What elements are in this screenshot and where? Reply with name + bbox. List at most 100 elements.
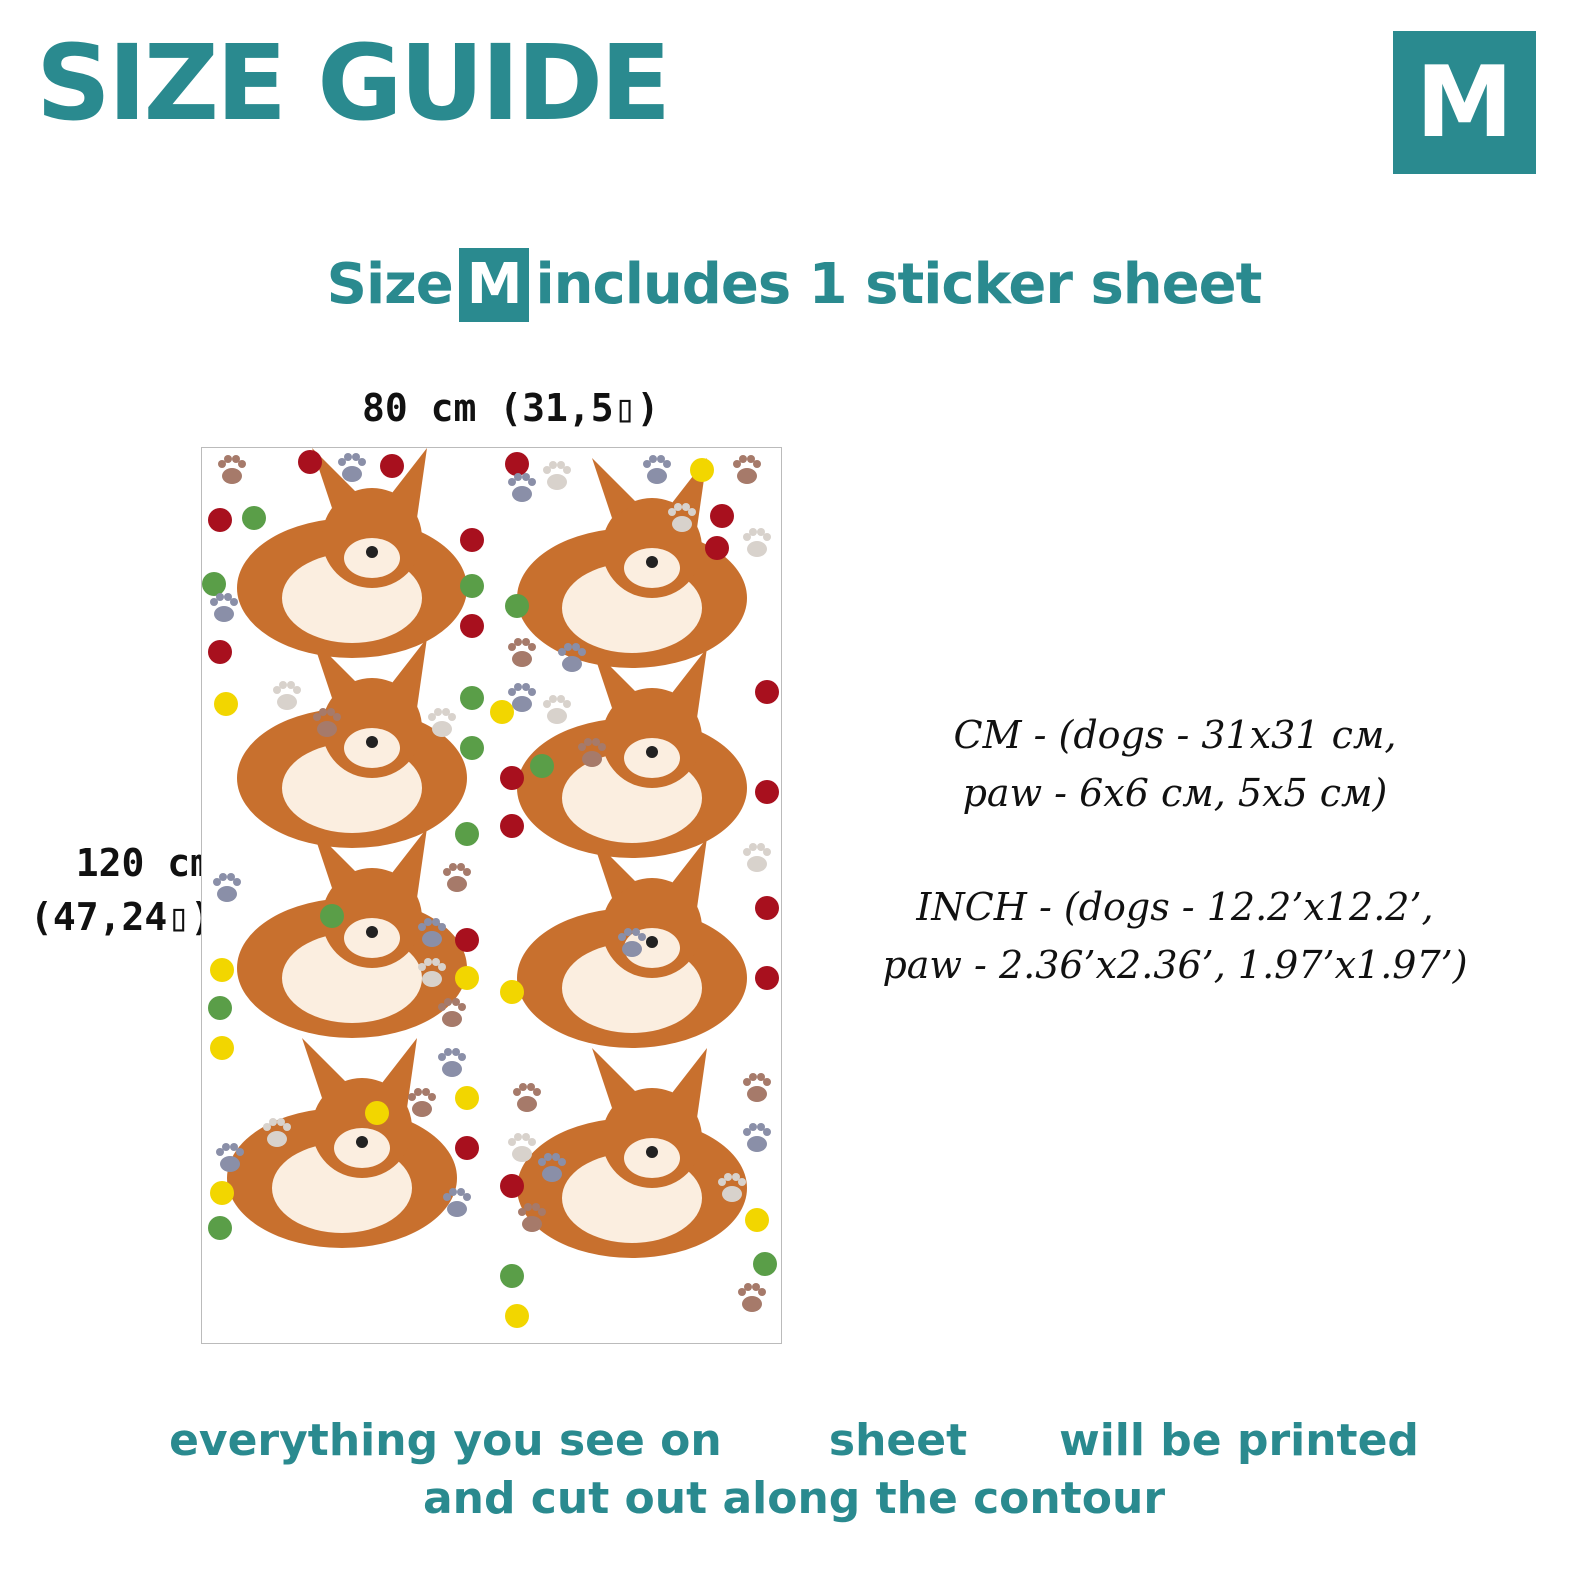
paw-sticker-toe (279, 681, 287, 689)
paw-sticker-toe (293, 686, 301, 694)
paw-sticker-toe (763, 848, 771, 856)
dot-sticker (500, 814, 524, 838)
dot-sticker (455, 822, 479, 846)
sheet-height-inch: (47,24▯) (30, 895, 214, 939)
paw-sticker-toe (422, 1088, 430, 1096)
dot-sticker (208, 640, 232, 664)
dog-sticker-nose (366, 736, 378, 748)
paw-sticker-toe (739, 455, 747, 463)
paw-sticker-toe (657, 455, 665, 463)
dog-sticker-ear (672, 1048, 707, 1118)
paw-sticker-toe (233, 878, 241, 886)
paw-sticker-toe (557, 695, 565, 703)
paw-sticker-pad (432, 721, 452, 737)
paw-sticker-toe (522, 1133, 530, 1141)
paw-sticker-toe (757, 1073, 765, 1081)
specs-inch-line2: paw - 2.36’x2.36’, 1.97’x1.97’) (882, 943, 1468, 987)
dot-sticker (242, 506, 266, 530)
paw-sticker-toe (753, 460, 761, 468)
paw-sticker-toe (522, 473, 530, 481)
paw-sticker-toe (313, 713, 321, 721)
paw-sticker-pad (672, 516, 692, 532)
paw-sticker-toe (432, 958, 440, 966)
paw-sticker-pad (747, 1086, 767, 1102)
dot-sticker (745, 1208, 769, 1232)
paw-sticker-toe (344, 453, 352, 461)
paw-sticker-toe (508, 643, 516, 651)
paw-sticker-toe (543, 466, 551, 474)
paw-sticker-toe (538, 1158, 546, 1166)
paw-sticker-toe (519, 1083, 527, 1091)
paw-sticker-toe (448, 713, 456, 721)
dot-sticker (460, 736, 484, 760)
dot-sticker (753, 1252, 777, 1276)
paw-sticker-toe (532, 1203, 540, 1211)
paw-sticker-toe (514, 1133, 522, 1141)
dot-sticker (460, 686, 484, 710)
paw-sticker-toe (408, 1093, 416, 1101)
dot-sticker (460, 574, 484, 598)
sticker-specs: CM - (dogs - 31x31 см, paw - 6x6 см, 5x5… (850, 706, 1500, 994)
dot-sticker (490, 700, 514, 724)
paw-sticker-toe (277, 1118, 285, 1126)
paw-sticker-toe (458, 1003, 466, 1011)
paw-sticker-toe (528, 643, 536, 651)
dog-sticker-nose (646, 1146, 658, 1158)
paw-sticker-toe (358, 458, 366, 466)
dot-sticker (755, 966, 779, 990)
paw-sticker-toe (434, 708, 442, 716)
paw-sticker-toe (224, 455, 232, 463)
paw-sticker-pad (547, 474, 567, 490)
dog-sticker-nose (356, 1136, 368, 1148)
paw-sticker-toe (632, 928, 640, 936)
paw-sticker-toe (418, 963, 426, 971)
paw-sticker-toe (738, 1178, 746, 1186)
paw-sticker-toe (688, 508, 696, 516)
paw-sticker-toe (724, 1173, 732, 1181)
paw-sticker-toe (213, 878, 221, 886)
dot-sticker (365, 1101, 389, 1125)
paw-sticker-pad (217, 886, 237, 902)
paw-sticker-toe (732, 1173, 740, 1181)
dot-sticker (710, 504, 734, 528)
dot-sticker (208, 996, 232, 1020)
dot-sticker (755, 680, 779, 704)
dot-sticker (755, 780, 779, 804)
paw-sticker-toe (438, 963, 446, 971)
paw-sticker-toe (544, 1153, 552, 1161)
paw-sticker-toe (438, 923, 446, 931)
paw-sticker-toe (578, 648, 586, 656)
paw-sticker-toe (563, 700, 571, 708)
dot-sticker (505, 1304, 529, 1328)
dot-sticker (210, 958, 234, 982)
paw-sticker-toe (428, 1093, 436, 1101)
paw-sticker-toe (222, 1143, 230, 1151)
dot-sticker (380, 454, 404, 478)
sticker-sheet-image (202, 448, 779, 1328)
paw-sticker-toe (524, 1203, 532, 1211)
paw-sticker-toe (598, 743, 606, 751)
footer-note: everything you see on sheet will be prin… (0, 1412, 1588, 1528)
paw-sticker-pad (412, 1101, 432, 1117)
paw-sticker-toe (210, 598, 218, 606)
paw-sticker-toe (668, 508, 676, 516)
paw-sticker-toe (283, 1123, 291, 1131)
paw-sticker-toe (757, 528, 765, 536)
paw-sticker-toe (533, 1088, 541, 1096)
dog-sticker-ear (312, 828, 357, 888)
dog-sticker-ear (592, 458, 637, 518)
paw-sticker-toe (749, 1123, 757, 1131)
paw-sticker-toe (758, 1288, 766, 1296)
specs-inch-line1: INCH - (dogs - 12.2’x12.2’, (916, 885, 1434, 929)
dog-sticker-nose (646, 746, 658, 758)
paw-sticker-pad (277, 694, 297, 710)
paw-sticker-toe (432, 918, 440, 926)
paw-sticker-toe (457, 863, 465, 871)
paw-sticker-toe (218, 460, 226, 468)
paw-sticker-pad (517, 1096, 537, 1112)
paw-sticker-toe (458, 1053, 466, 1061)
paw-sticker-toe (227, 873, 235, 881)
paw-sticker-pad (747, 856, 767, 872)
dog-sticker-nose (366, 546, 378, 558)
specs-cm-line2: paw - 6x6 см, 5x5 см) (962, 771, 1388, 815)
